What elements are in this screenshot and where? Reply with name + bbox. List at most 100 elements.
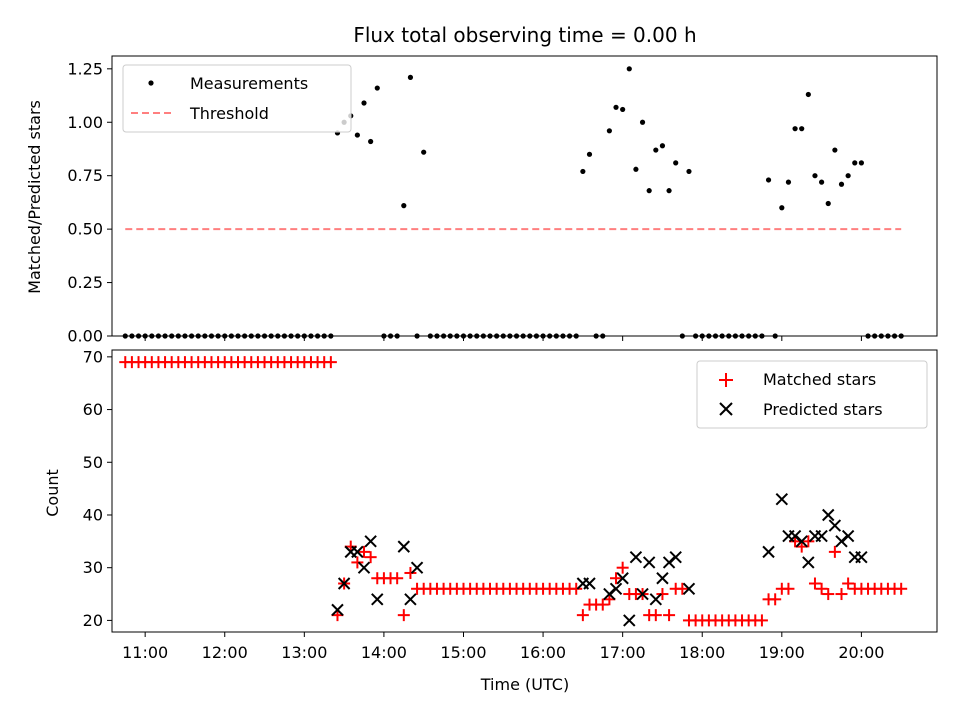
measurements-point xyxy=(620,106,626,113)
measurements-point xyxy=(785,179,792,185)
measurements-point xyxy=(799,126,805,132)
predicted-stars-point xyxy=(828,519,842,532)
predicted-stars-point xyxy=(855,550,868,564)
top-y-axis-label: Matched/Predicted stars xyxy=(25,100,44,294)
bottom-x-tick: 20:00 xyxy=(838,632,884,662)
measurements-point xyxy=(825,200,831,207)
predicted-stars-point xyxy=(357,561,371,574)
measurements-point xyxy=(646,188,652,194)
bottom-plot-panel: Count Time (UTC) 20 30 40 50 60 70 11:00 12:00 1… xyxy=(43,347,938,694)
measurements-point xyxy=(858,160,864,166)
bottom-x-tick-label: 20:00 xyxy=(838,643,884,662)
top-chart-title: Flux total observing time = 0.00 h xyxy=(353,23,696,47)
bottom-x-tick: 19:00 xyxy=(759,632,805,662)
matched-stars-point xyxy=(815,582,828,595)
predicted-stars-point xyxy=(795,535,808,548)
measurements-point xyxy=(686,168,692,175)
predicted-stars-point xyxy=(636,587,649,601)
matched-stars-point xyxy=(364,551,377,564)
matched-stars-point xyxy=(570,582,583,595)
top-legend-box xyxy=(122,64,352,133)
bottom-x-tick: 15:00 xyxy=(440,632,487,662)
bottom-legend-box xyxy=(696,360,928,429)
bottom-x-tick: 17:00 xyxy=(600,632,646,662)
top-y-tick-label: 0.50 xyxy=(67,220,103,239)
bottom-x-tick: 16:00 xyxy=(520,632,566,662)
matched-stars-point xyxy=(576,609,589,622)
predicted-stars-point xyxy=(331,603,344,617)
bottom-y-tick: 70 xyxy=(83,347,112,366)
bottom-x-tick-label: 14:00 xyxy=(361,643,407,662)
bottom-y-tick-label: 20 xyxy=(83,611,103,630)
bottom-y-axis-label: Count xyxy=(43,469,62,517)
predicted-stars-point xyxy=(410,561,424,574)
matched-stars-point xyxy=(616,561,629,574)
measurements-point xyxy=(374,85,380,91)
top-legend: Measurements Threshold xyxy=(122,64,352,133)
bottom-x-tick: 13:00 xyxy=(281,632,327,662)
predicted-stars-point xyxy=(822,508,835,522)
bottom-x-tick-label: 11:00 xyxy=(122,643,168,662)
matched-stars-point xyxy=(895,582,908,595)
top-y-tick-label: 0.00 xyxy=(67,327,103,346)
measurements-point xyxy=(401,203,407,209)
matched-stars-point xyxy=(404,566,417,579)
measurements-point xyxy=(779,205,785,211)
matched-stars-point xyxy=(391,572,404,585)
predicted-stars-point xyxy=(656,572,669,585)
predicted-stars-point xyxy=(802,556,815,569)
measurements-point xyxy=(368,138,374,145)
bottom-x-tick-label: 19:00 xyxy=(759,643,805,662)
bottom-axis-ticks: 20 30 40 50 60 70 11:00 12:00 13:00 14:00 15:00 16:… xyxy=(83,347,885,662)
measurements-point xyxy=(666,188,672,194)
legend-threshold-label: Threshold xyxy=(189,104,269,123)
legend-measurements-marker xyxy=(148,80,154,86)
matched-stars-point xyxy=(656,588,669,601)
measurements-point xyxy=(845,173,851,179)
matched-stars-point xyxy=(769,593,782,606)
legend-matched-marker xyxy=(719,373,733,387)
matched-stars-point xyxy=(755,614,768,627)
measurements-point xyxy=(838,181,845,187)
measurements-point xyxy=(606,128,612,134)
bottom-y-tick-label: 40 xyxy=(83,505,103,524)
predicted-stars-point xyxy=(629,550,643,564)
top-axis-ticks: 0.00 0.25 0.50 0.75 1.00 1.25 xyxy=(67,59,862,346)
predicted-stars-point xyxy=(775,492,789,506)
predicted-stars-point xyxy=(404,593,417,606)
predicted-stars-point xyxy=(609,582,623,595)
matched-stars-point xyxy=(610,572,623,585)
matched-stars-point xyxy=(649,609,662,622)
measurements-point xyxy=(852,160,858,166)
bottom-x-tick-label: 18:00 xyxy=(679,643,725,662)
matched-stars-point xyxy=(802,535,815,548)
measurements-point xyxy=(633,166,639,172)
top-y-tick: 0.00 xyxy=(67,327,112,346)
matched-stars-point xyxy=(782,582,795,595)
top-y-tick-label: 1.25 xyxy=(67,59,103,78)
top-y-tick: 0.50 xyxy=(67,220,112,239)
bottom-x-tick-label: 13:00 xyxy=(281,643,327,662)
predicted-stars-point xyxy=(623,614,636,627)
top-y-tick: 1.25 xyxy=(67,59,112,78)
bottom-y-tick-label: 50 xyxy=(83,453,103,472)
bottom-y-tick: 60 xyxy=(83,400,112,419)
predicted-stars-point xyxy=(616,572,629,585)
bottom-legend: Matched stars Predicted stars xyxy=(696,360,928,429)
bottom-x-tick: 11:00 xyxy=(122,632,168,662)
matched-stars-point xyxy=(351,556,364,569)
matched-stars-point xyxy=(842,577,855,590)
predicted-stars-point xyxy=(642,556,656,569)
matched-stars-point xyxy=(808,577,821,590)
bottom-x-tick: 18:00 xyxy=(679,632,725,662)
measurements-point xyxy=(626,66,632,72)
measurements-point xyxy=(653,147,659,153)
matched-stars-point xyxy=(596,598,609,611)
measurements-point xyxy=(354,132,360,138)
bottom-x-axis-label: Time (UTC) xyxy=(480,675,569,694)
matched-stars-point xyxy=(828,545,841,558)
bottom-y-tick: 50 xyxy=(83,453,112,472)
legend-measurements-label: Measurements xyxy=(190,74,308,93)
bottom-y-tick-label: 70 xyxy=(83,347,103,366)
